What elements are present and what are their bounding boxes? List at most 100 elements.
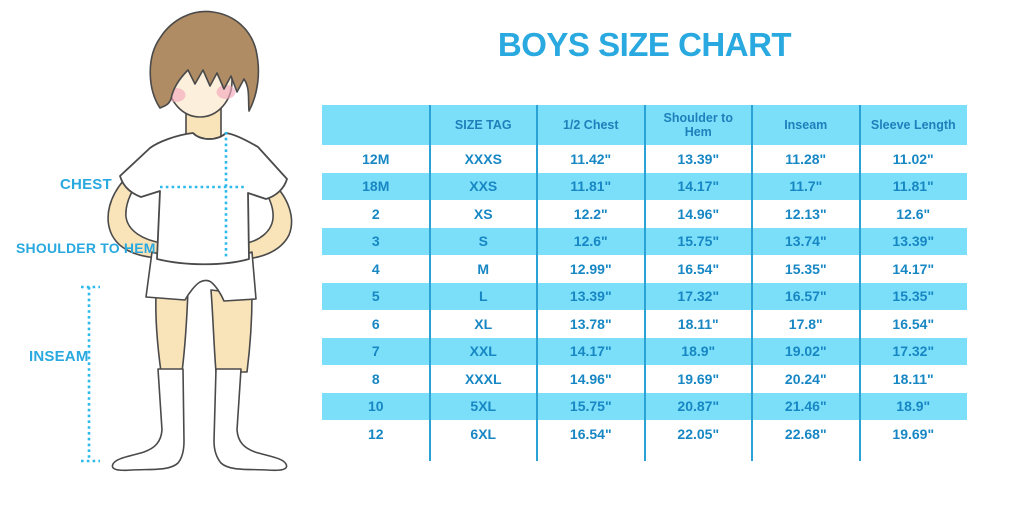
column-divider xyxy=(428,105,431,461)
table-cell: 12.13" xyxy=(752,200,860,228)
table-cell: 5XL xyxy=(429,392,537,420)
table-cell: 21.46" xyxy=(752,392,860,420)
table-cell: 6 xyxy=(322,310,430,338)
column-divider xyxy=(536,105,538,461)
shoulder-to-hem-label: SHOULDER TO HEM xyxy=(16,240,156,256)
table-cell: XXXL xyxy=(429,365,537,393)
table-cell: 3 xyxy=(322,227,430,255)
table-cell: 13.39" xyxy=(859,227,967,255)
table-cell: 11.42" xyxy=(537,145,645,173)
table-cell: L xyxy=(429,282,537,310)
table-cell: 19.69" xyxy=(644,365,752,393)
table-cell: 18M xyxy=(322,172,430,200)
inseam-label: INSEAM xyxy=(29,348,89,365)
table-cell: 17.32" xyxy=(644,282,752,310)
header-cell-half-chest: 1/2 Chest xyxy=(537,105,645,145)
header-cell-shoulder-to-hem: Shoulder to Hem xyxy=(644,105,752,145)
table-row: 18M XXS 11.81" 14.17" 11.7" 11.81" xyxy=(322,172,967,200)
size-chart-table: SIZE TAG 1/2 Chest Shoulder to Hem Insea… xyxy=(322,105,967,461)
table-cell: XS xyxy=(429,200,537,228)
table-cell: 2 xyxy=(322,200,430,228)
table-cell: 7 xyxy=(322,337,430,365)
boy-sock-right xyxy=(213,368,288,472)
table-cell: 16.57" xyxy=(752,282,860,310)
table-cell: M xyxy=(429,255,537,283)
table-row: 10 5XL 15.75" 20.87" 21.46" 18.9" xyxy=(322,392,967,420)
boy-leg-left xyxy=(155,289,189,373)
table-header-row: SIZE TAG 1/2 Chest Shoulder to Hem Insea… xyxy=(322,105,967,145)
table-cell: 8 xyxy=(322,365,430,393)
table-row: 5 L 13.39" 17.32" 16.57" 15.35" xyxy=(322,282,967,310)
boy-cheek-right xyxy=(216,85,236,99)
table-cell: XXS xyxy=(429,172,537,200)
table-cell: 15.35" xyxy=(859,282,967,310)
table-row: 7 XXL 14.17" 18.9" 19.02" 17.32" xyxy=(322,337,967,365)
page-title: BOYS SIZE CHART xyxy=(497,26,792,63)
table-cell: 17.32" xyxy=(859,337,967,365)
boy-measurement-diagram xyxy=(81,10,293,472)
table-cell: XXXS xyxy=(429,145,537,173)
table-cell: 11.81" xyxy=(537,172,645,200)
table-cell: 15.75" xyxy=(537,392,645,420)
table-cell: 14.96" xyxy=(644,200,752,228)
table-cell: 6XL xyxy=(429,420,537,448)
column-divider xyxy=(751,105,753,461)
table-cell: 14.96" xyxy=(537,365,645,393)
table-cell: 14.17" xyxy=(859,255,967,283)
table-cell: 20.87" xyxy=(644,392,752,420)
chest-label: CHEST xyxy=(60,176,112,193)
table-cell: 10 xyxy=(322,392,430,420)
table-cell: 16.54" xyxy=(859,310,967,338)
table-cell: 20.24" xyxy=(752,365,860,393)
table-cell: XL xyxy=(429,310,537,338)
table-cell: 12.2" xyxy=(537,200,645,228)
table-cell: 12.99" xyxy=(537,255,645,283)
table-cell: 18.11" xyxy=(859,365,967,393)
header-cell-sleeve-length: Sleeve Length xyxy=(859,105,967,145)
boy-sock-left xyxy=(111,368,185,472)
table-cell: 14.17" xyxy=(537,337,645,365)
boy-leg-right xyxy=(210,289,253,373)
table-cell: 12.6" xyxy=(537,227,645,255)
header-cell-size xyxy=(322,105,430,145)
table-cell: 19.02" xyxy=(752,337,860,365)
table-cell: 12M xyxy=(322,145,430,173)
header-cell-inseam: Inseam xyxy=(752,105,860,145)
table-cell: 18.11" xyxy=(644,310,752,338)
table-cell: 13.74" xyxy=(752,227,860,255)
table-cell: 13.78" xyxy=(537,310,645,338)
table-cell: 16.54" xyxy=(537,420,645,448)
boy-collar xyxy=(192,132,227,140)
table-cell: 11.28" xyxy=(752,145,860,173)
table-cell: 11.7" xyxy=(752,172,860,200)
table-cell: XXL xyxy=(429,337,537,365)
table-row: 12M XXXS 11.42" 13.39" 11.28" 11.02" xyxy=(322,145,967,173)
table-cell: 13.39" xyxy=(537,282,645,310)
table-cell: 5 xyxy=(322,282,430,310)
boy-hair xyxy=(149,10,260,112)
table-cell: 11.81" xyxy=(859,172,967,200)
table-cell: 16.54" xyxy=(644,255,752,283)
table-cell: S xyxy=(429,227,537,255)
table-cell: 13.39" xyxy=(644,145,752,173)
table-cell: 19.69" xyxy=(859,420,967,448)
table-row: 3 S 12.6" 15.75" 13.74" 13.39" xyxy=(322,227,967,255)
table-cell: 4 xyxy=(322,255,430,283)
table-row: 12 6XL 16.54" 22.05" 22.68" 19.69" xyxy=(322,420,967,448)
table-row: 8 XXXL 14.96" 19.69" 20.24" 18.11" xyxy=(322,365,967,393)
table-cell: 14.17" xyxy=(644,172,752,200)
table-cell: 15.35" xyxy=(752,255,860,283)
table-cell: 15.75" xyxy=(644,227,752,255)
table-cell: 18.9" xyxy=(644,337,752,365)
table-cell: 12.6" xyxy=(859,200,967,228)
table-row: 2 XS 12.2" 14.96" 12.13" 12.6" xyxy=(322,200,967,228)
table-cell: 12 xyxy=(322,420,430,448)
table-row: 4 M 12.99" 16.54" 15.35" 14.17" xyxy=(322,255,967,283)
size-table-body: 12M XXXS 11.42" 13.39" 11.28" 11.02" 18M XXS 11.… xyxy=(322,145,967,448)
table-cell: 18.9" xyxy=(859,392,967,420)
table-cell: 22.68" xyxy=(752,420,860,448)
header-cell-size-tag: SIZE TAG xyxy=(429,105,537,145)
table-cell: 22.05" xyxy=(644,420,752,448)
table-row: 6 XL 13.78" 18.11" 17.8" 16.54" xyxy=(322,310,967,338)
